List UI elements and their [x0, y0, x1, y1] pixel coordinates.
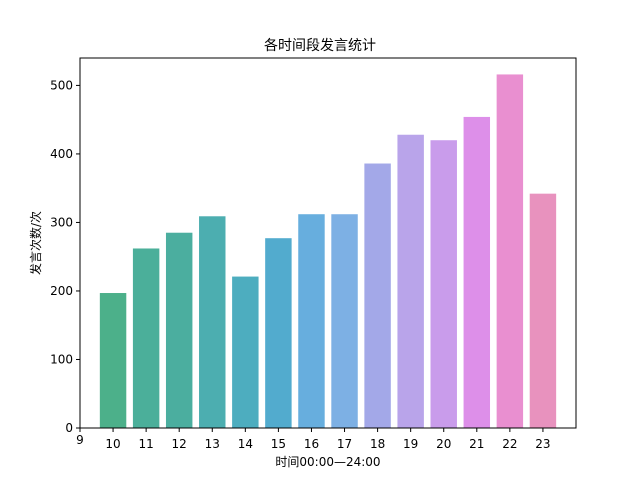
bar-21 — [463, 116, 491, 429]
x-tick-label: 10 — [105, 437, 120, 451]
bar-20 — [430, 140, 457, 428]
x-tick-label: 14 — [238, 437, 253, 451]
x-axis-label: 时间00:00—24:00 — [275, 455, 380, 469]
axes-frame — [79, 57, 577, 429]
y-tick-label: 300 — [50, 215, 73, 229]
bar-23 — [529, 193, 557, 428]
y-tick-label: 0 — [65, 421, 73, 435]
x-tick-label: 16 — [304, 437, 319, 451]
y-tick-label: 200 — [50, 284, 73, 298]
x-tick-label: 20 — [436, 437, 451, 451]
bar-18 — [364, 163, 391, 428]
x-tick-label: 9 — [76, 433, 84, 447]
bar-17 — [331, 214, 358, 428]
y-axis-label: 发言次数/次 — [28, 211, 43, 275]
x-tick-label: 23 — [535, 437, 550, 451]
x-tick-label: 18 — [370, 437, 385, 451]
bar-15 — [265, 238, 292, 428]
x-tick-label: 12 — [172, 437, 187, 451]
x-tick-label: 22 — [502, 437, 517, 451]
x-tick-label: 17 — [337, 437, 352, 451]
x-tick-label: 11 — [138, 437, 153, 451]
bar-19 — [397, 134, 424, 429]
x-tick-label: 19 — [403, 437, 418, 451]
bar-22 — [496, 74, 524, 428]
x-tick-label: 13 — [205, 437, 220, 451]
bar-10 — [99, 293, 127, 428]
y-tick-label: 400 — [50, 147, 73, 161]
x-tick-label: 21 — [469, 437, 484, 451]
y-tick-label: 100 — [50, 352, 73, 366]
bars-group — [99, 74, 557, 429]
x-tick-label: 15 — [271, 437, 286, 451]
bar-16 — [298, 214, 325, 428]
y-tick-label: 500 — [50, 78, 73, 92]
bar-14 — [232, 276, 259, 428]
bar-11 — [132, 248, 160, 428]
bar-12 — [165, 232, 193, 428]
bar-13 — [199, 216, 226, 428]
y-axis-ticks: 0 100 200 300 400 500 — [50, 78, 80, 435]
chart-title: 各时间段发言统计 — [264, 38, 376, 54]
x-axis-ticks: 9 10 11 12 13 14 15 16 17 18 19 20 21 22 23 — [76, 428, 551, 451]
